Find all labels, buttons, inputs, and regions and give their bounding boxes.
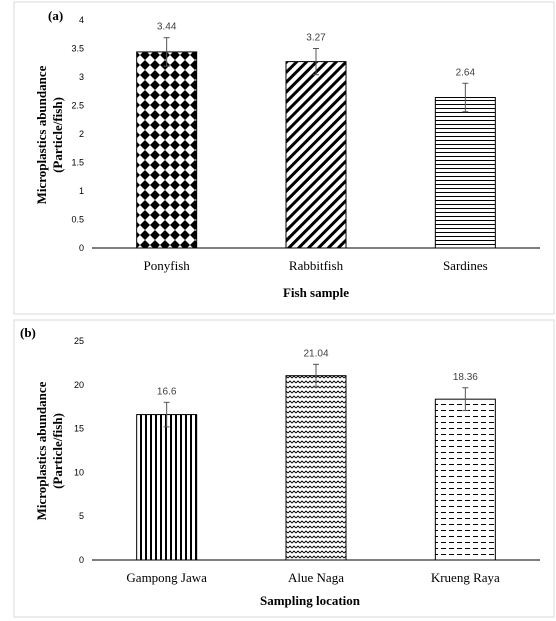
panel-a-data-label: 3.27 bbox=[306, 33, 326, 44]
panel-a-data-label: 3.44 bbox=[157, 22, 177, 33]
panel-a-y-tick-label: 3.5 bbox=[71, 44, 84, 54]
panel-b-y-tick-label: 15 bbox=[74, 424, 84, 434]
panel-a-category-label: Sardines bbox=[443, 258, 488, 273]
panel-b-y-tick-label: 25 bbox=[74, 336, 84, 346]
panel-a-border bbox=[13, 1, 555, 315]
panel-a-data-label: 2.64 bbox=[456, 67, 476, 78]
panel-b-y-axis-title-line2: (Particle/fish) bbox=[50, 413, 65, 489]
panel-a-y-tick-label: 4 bbox=[79, 15, 84, 25]
panel-a-y-tick-label: 2 bbox=[79, 129, 84, 139]
panel-a-category-label: Ponyfish bbox=[144, 258, 191, 273]
panel-a-y-tick-label: 2.5 bbox=[71, 101, 84, 111]
panel-a-y-tick-label: 3 bbox=[79, 72, 84, 82]
panel-a-y-axis-title-line2: (Particle/fish) bbox=[50, 97, 65, 173]
panel-b-data-label: 18.36 bbox=[453, 372, 478, 383]
panel-a-bar bbox=[136, 51, 198, 249]
panel-b-bar bbox=[285, 375, 347, 561]
panel-b-data-label: 16.6 bbox=[157, 386, 177, 397]
panel-a-bar bbox=[285, 61, 347, 249]
panel-a-y-tick-label: 1.5 bbox=[71, 158, 84, 168]
panel-a-plot: 0 0.5 1 1.5 2 2.5 3 3.5 4 3.44 Ponyfish 3.27 Rabbitf… bbox=[71, 15, 540, 273]
panel-b-border bbox=[13, 319, 555, 618]
panel-b-plot: 0 5 10 15 20 25 16.6 Gampong Jawa 21.04 Alue Naga… bbox=[74, 336, 540, 585]
panel-a-y-tick-label: 1 bbox=[79, 186, 84, 196]
panel-b-y-axis-title-line1: Microplastics abundance bbox=[34, 381, 49, 520]
panel-b-y-tick-label: 0 bbox=[79, 555, 84, 565]
panel-b-y-tick-label: 20 bbox=[74, 380, 84, 390]
panel-b-y-tick-label: 5 bbox=[79, 511, 84, 521]
panel-a-y-tick-label: 0.5 bbox=[71, 215, 84, 225]
panel-b-x-axis-title: Sampling location bbox=[260, 593, 361, 608]
panel-b-category-label: Gampong Jawa bbox=[126, 570, 207, 585]
panel-a: (a) Microplastics abundance (Particle/fi… bbox=[13, 1, 555, 315]
panel-b: (b) Microplastics abundance (Particle/fi… bbox=[13, 319, 555, 618]
panel-b-tag: (b) bbox=[20, 325, 36, 340]
panel-a-category-label: Rabbitfish bbox=[289, 258, 344, 273]
panel-b-category-label: Alue Naga bbox=[288, 570, 344, 585]
panel-b-bar bbox=[136, 414, 198, 561]
panel-a-x-axis-title: Fish sample bbox=[283, 285, 349, 300]
panel-a-tag: (a) bbox=[48, 8, 63, 23]
panel-b-bar bbox=[434, 398, 496, 561]
panel-a-y-tick-label: 0 bbox=[79, 243, 84, 253]
panel-a-y-axis-title-line1: Microplastics abundance bbox=[34, 65, 49, 204]
panel-b-data-label: 21.04 bbox=[303, 348, 328, 359]
panel-b-y-tick-label: 10 bbox=[74, 467, 84, 477]
panel-b-category-label: Krueng Raya bbox=[431, 570, 500, 585]
panel-a-bar bbox=[434, 97, 496, 249]
